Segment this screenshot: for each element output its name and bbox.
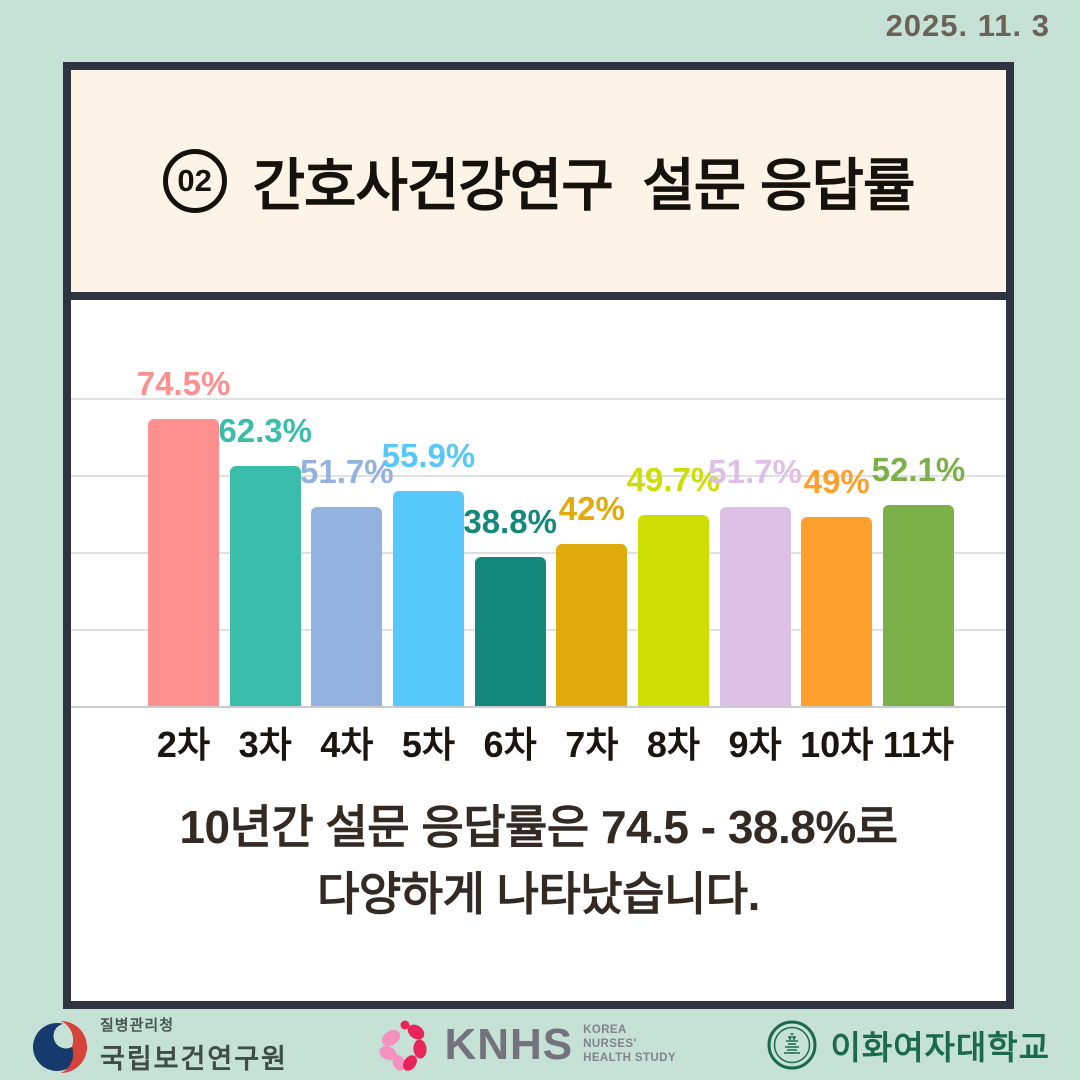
bar-column-3차: 62.3% 3차	[218, 398, 312, 765]
section-number: 02	[177, 163, 212, 198]
x-tick-label-3차: 3차	[238, 724, 292, 765]
knhs-acronym: KNHS	[444, 1020, 574, 1069]
x-axis-line	[71, 706, 1006, 708]
x-tick-label-8차: 8차	[646, 724, 701, 765]
caption-line-1: 10년간 설문 응답률은 74.5 - 38.8%로	[179, 801, 898, 853]
bar-column-11차: 52.1% 11차	[872, 398, 966, 765]
bar-value-label-3차: 62.3%	[218, 412, 312, 450]
kdca-text-block: 질병관리청 국립보건연구원	[100, 1014, 288, 1076]
bar-value-label-11차: 52.1%	[871, 451, 966, 489]
knhs-flower-icon	[379, 1020, 427, 1071]
kdca-logo: 질병관리청 국립보건연구원	[30, 1014, 288, 1076]
page-title: 간호사건강연구 설문 응답률	[252, 154, 916, 218]
kdca-institute-name: 국립보건연구원	[100, 1044, 288, 1074]
kdca-agency-name: 질병관리청	[100, 1017, 175, 1034]
date-label: 2025. 11. 3	[885, 8, 1050, 43]
knhs-logo: KNHS KOREA NURSES' HEALTH STUDY	[378, 1018, 676, 1072]
kdca-taegeuk-icon	[33, 1021, 87, 1073]
x-tick-label-11차: 11차	[882, 724, 954, 765]
bar-value-label-7차: 42%	[558, 490, 625, 528]
bar-chart: 74.5% 2차 62.3% 3차 51.7% 4차 55.9% 5차 38.8% 6차 42% 7차…	[71, 300, 1006, 772]
chart-bar-9차	[719, 506, 791, 706]
gridline-40	[71, 552, 1006, 554]
bar-column-8차: 49.7% 8차	[627, 398, 721, 765]
bar-value-label-2차: 74.5%	[136, 365, 231, 403]
x-tick-label-4차: 4차	[320, 724, 374, 765]
ewha-logo: 이화여자대학교	[766, 1019, 1050, 1071]
gridline-80	[71, 398, 1006, 400]
bar-column-5차: 55.9% 5차	[382, 398, 476, 765]
x-tick-label-9차: 9차	[728, 724, 782, 765]
bar-column-2차: 74.5% 2차	[137, 365, 231, 765]
gridline-60	[71, 475, 1006, 477]
chart-bar-8차	[637, 514, 709, 706]
chart-bar-7차	[556, 544, 628, 706]
content-card: 02 간호사건강연구 설문 응답률 74.5% 2차 62.3% 3차 51.7% 4차 5…	[63, 62, 1014, 1009]
bar-column-7차: 42% 7차	[556, 398, 628, 765]
bar-value-label-6차: 38.8%	[463, 502, 557, 540]
chart-bar-5차	[392, 490, 464, 706]
x-tick-label-10차: 10차	[800, 724, 874, 765]
bar-value-label-5차: 55.9%	[381, 436, 476, 474]
footer-logos: 질병관리청 국립보건연구원 KNHS KOREA NURSES' HEALTH …	[0, 1010, 1080, 1080]
bar-value-label-4차: 51.7%	[300, 452, 394, 490]
chart-bar-6차	[474, 556, 546, 706]
knhs-subtitle-line-3: HEALTH STUDY	[583, 1051, 676, 1064]
ewha-seal-icon	[767, 1020, 817, 1070]
bar-column-9차: 51.7% 9차	[708, 398, 802, 765]
ewha-university-name: 이화여자대학교	[830, 1029, 1050, 1066]
knhs-subtitle: KOREA NURSES' HEALTH STUDY	[583, 1024, 676, 1065]
knhs-subtitle-line-2: NURSES'	[583, 1038, 637, 1051]
bar-value-label-8차: 49.7%	[626, 460, 721, 498]
x-tick-label-6차: 6차	[483, 724, 537, 765]
x-tick-label-2차: 2차	[156, 724, 211, 765]
bar-column-10차: 49% 10차	[800, 398, 873, 765]
caption-line-2: 다양하게 나타났습니다.	[317, 867, 760, 920]
bars-container: 74.5% 2차 62.3% 3차 51.7% 4차 55.9% 5차 38.8% 6차 42% 7차…	[137, 365, 966, 765]
chart-bar-11차	[882, 505, 954, 706]
bar-column-4차: 51.7% 4차	[300, 398, 394, 765]
chart-bar-10차	[801, 517, 873, 706]
section-number-badge: 02	[162, 149, 227, 213]
knhs-subtitle-line-1: KOREA	[583, 1024, 627, 1037]
bar-value-label-10차: 49%	[803, 463, 870, 501]
x-tick-label-5차: 5차	[401, 724, 456, 765]
chart-bar-3차	[229, 466, 301, 706]
card-header: 02 간호사건강연구 설문 응답률	[71, 70, 1006, 300]
summary-caption: 10년간 설문 응답률은 74.5 - 38.8%로 다양하게 나타났습니다.	[71, 794, 1006, 927]
chart-bar-4차	[311, 506, 383, 706]
bar-column-6차: 38.8% 6차	[463, 398, 557, 765]
chart-bar-2차	[148, 419, 219, 706]
bar-value-label-9차: 51.7%	[708, 452, 802, 490]
x-tick-label-7차: 7차	[565, 724, 619, 765]
